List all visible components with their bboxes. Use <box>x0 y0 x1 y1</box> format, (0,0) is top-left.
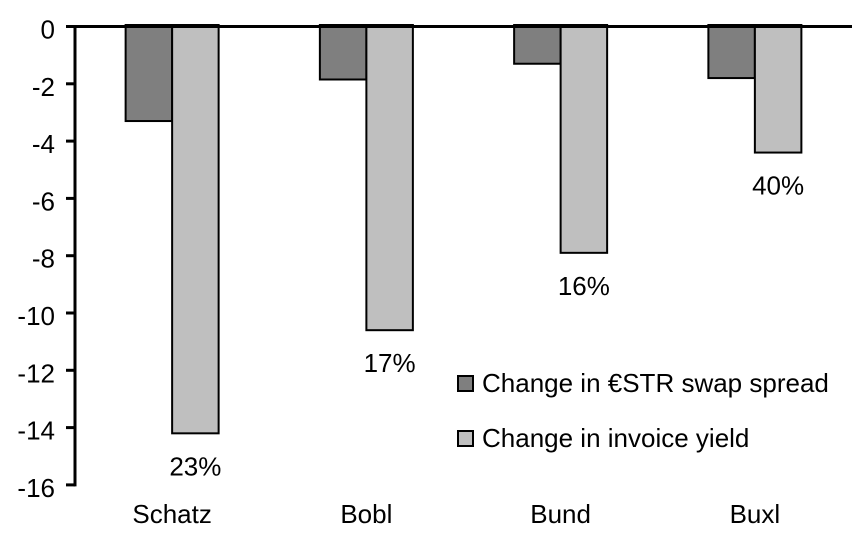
bar-bund-series1 <box>559 24 609 254</box>
category-label-bund: Bund <box>530 499 591 529</box>
bar-schatz-series1 <box>171 24 220 435</box>
y-tick-label: -2 <box>32 72 55 102</box>
y-tick-label: -10 <box>17 301 55 331</box>
bar-schatz-series0 <box>124 24 174 123</box>
bar-value-label: 16% <box>558 271 610 301</box>
bar-bobl-series1 <box>365 24 414 332</box>
category-label-bobl: Bobl <box>340 499 392 529</box>
legend: Change in €STR swap spread Change in inv… <box>457 368 829 478</box>
y-tick-label: -4 <box>32 129 55 159</box>
category-label-schatz: Schatz <box>132 499 212 529</box>
legend-swatch-swap-spread <box>457 374 474 392</box>
y-tick-label: -14 <box>17 416 55 446</box>
y-tick-label: -8 <box>32 244 55 274</box>
legend-item-invoice-yield: Change in invoice yield <box>457 423 829 453</box>
y-tick-label: -12 <box>17 358 55 388</box>
bar-value-label: 40% <box>752 171 804 201</box>
bar-bund-series0 <box>513 24 562 65</box>
bar-buxl-series1 <box>753 24 803 154</box>
category-label-buxl: Buxl <box>730 499 781 529</box>
bar-buxl-series0 <box>707 24 756 80</box>
bar-bobl-series0 <box>318 24 368 81</box>
bar-value-label: 17% <box>364 348 416 378</box>
y-tick-label: -6 <box>32 186 55 216</box>
legend-label-invoice-yield: Change in invoice yield <box>482 423 750 453</box>
legend-swatch-invoice-yield <box>457 429 474 447</box>
y-tick-label: 0 <box>41 15 55 45</box>
y-tick-label: -16 <box>17 473 55 503</box>
legend-label-swap-spread: Change in €STR swap spread <box>482 368 829 398</box>
bar-value-label: 23% <box>169 451 221 481</box>
legend-item-swap-spread: Change in €STR swap spread <box>457 368 829 398</box>
